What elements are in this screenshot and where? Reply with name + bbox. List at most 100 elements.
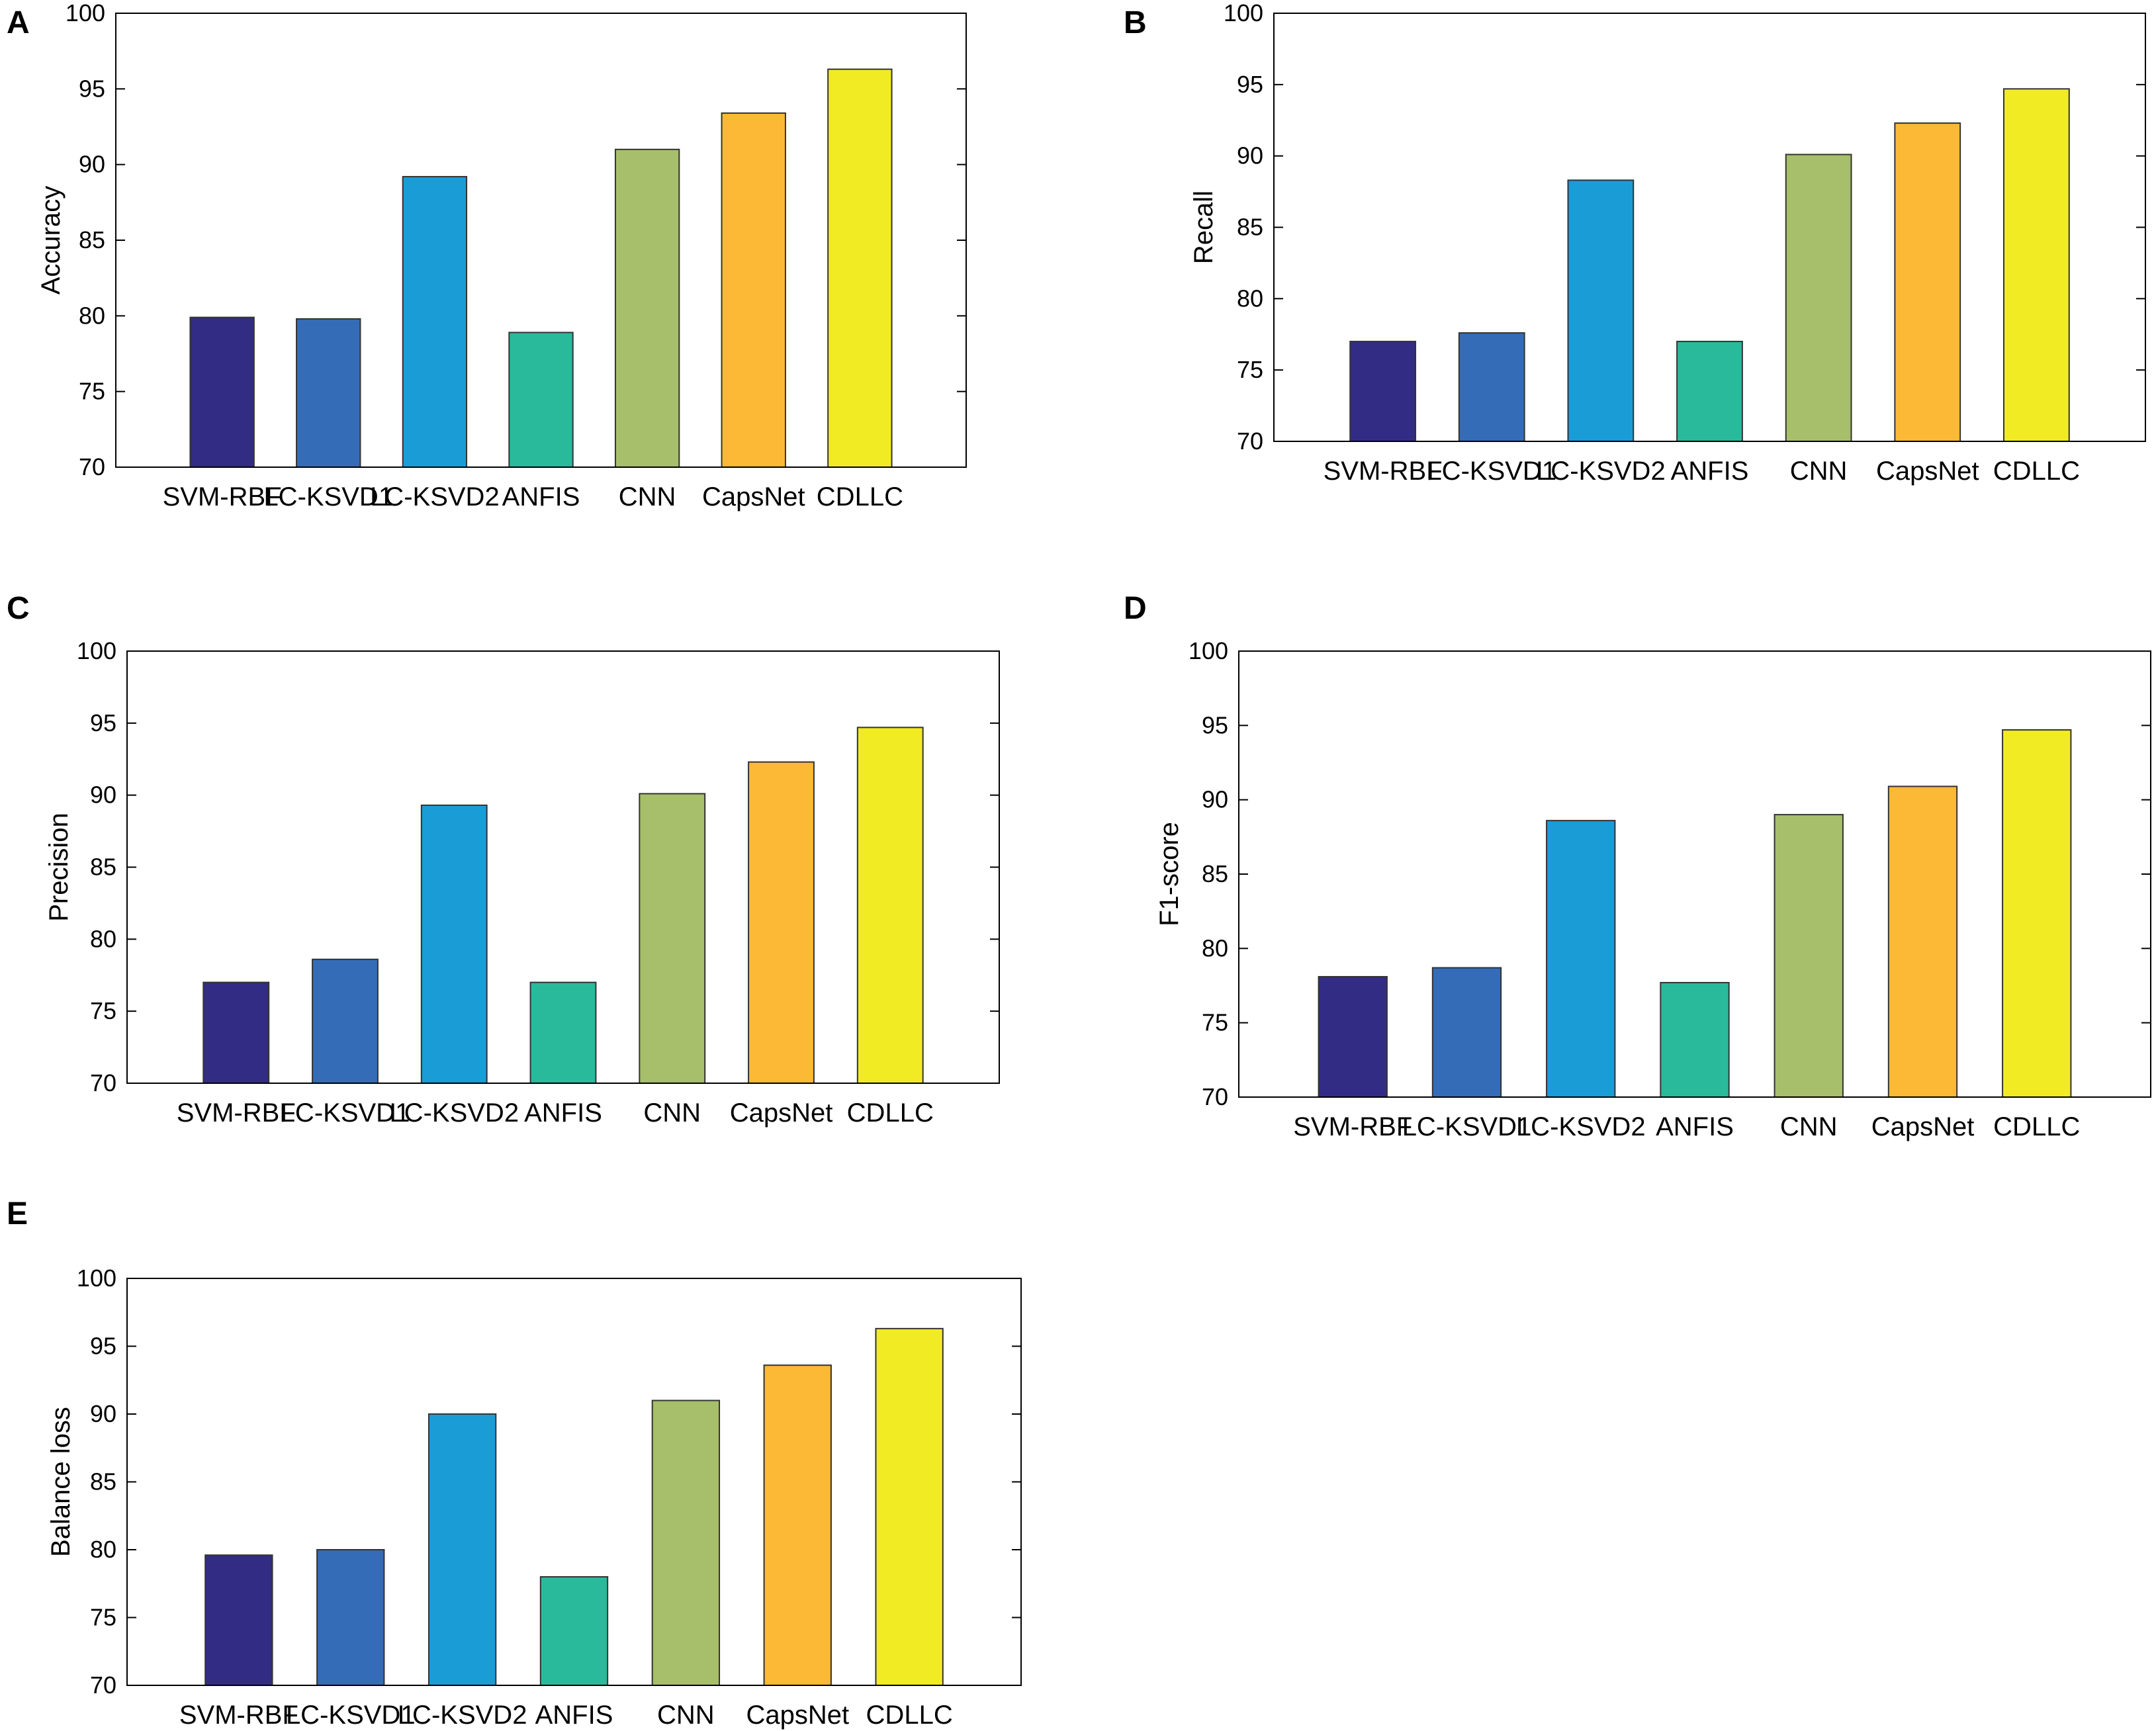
chart-a-bar-capsnet bbox=[721, 112, 786, 468]
chart-d-y-axis-label: F1-score bbox=[1155, 822, 1184, 926]
chart-e-bar-anfis bbox=[539, 1576, 609, 1686]
chart-b-y-tick-label: 95 bbox=[1237, 71, 1263, 98]
chart-a-x-tick-label: LC-KSVD1 bbox=[263, 482, 393, 511]
chart-b-x-tick-label: CapsNet bbox=[1876, 457, 1979, 486]
chart-d-bar-cnn bbox=[1774, 814, 1844, 1098]
chart-b-panel-letter: B bbox=[1124, 5, 1147, 40]
chart-e-x-tick-label: CNN bbox=[657, 1701, 715, 1730]
chart-e-x-tick-label: SVM-RBF bbox=[179, 1701, 298, 1730]
chart-d-bar-lc-ksvd2 bbox=[1546, 820, 1616, 1098]
chart-e-y-tick-label: 70 bbox=[90, 1671, 116, 1699]
chart-d-x-tick-label: SVM-RBF bbox=[1293, 1112, 1412, 1141]
chart-a-bar-lc-ksvd1 bbox=[296, 318, 361, 468]
chart-b-bar-lc-ksvd2 bbox=[1567, 179, 1635, 442]
chart-e-y-axis-label: Balance loss bbox=[46, 1407, 75, 1557]
chart-c-x-tick-label: LC-KSVD2 bbox=[389, 1098, 519, 1128]
chart-d-bar-anfis bbox=[1660, 982, 1730, 1098]
chart-c-x-tick-label: LC-KSVD1 bbox=[281, 1098, 410, 1128]
chart-c-y-tick-label: 85 bbox=[90, 854, 116, 881]
chart-b-y-tick-label: 80 bbox=[1237, 285, 1263, 312]
chart-b-y-tick-label: 90 bbox=[1237, 142, 1263, 169]
chart-c-y-tick-label: 75 bbox=[90, 997, 116, 1024]
chart-b-y-tick-label: 85 bbox=[1237, 214, 1263, 241]
chart-c-y-tick-label: 90 bbox=[90, 781, 116, 809]
chart-e-y-tick-label: 75 bbox=[90, 1604, 116, 1631]
chart-a-bar-cnn bbox=[614, 148, 680, 468]
chart-c-y-axis-label: Precision bbox=[44, 813, 73, 922]
chart-c-panel-letter: C bbox=[7, 591, 30, 626]
chart-d-x-tick-label: ANFIS bbox=[1656, 1112, 1734, 1141]
chart-c-bar-svm-rbf bbox=[202, 981, 270, 1084]
chart-d-y-tick-label: 100 bbox=[1189, 637, 1228, 664]
chart-e-x-tick-label: LC-KSVD1 bbox=[286, 1701, 416, 1730]
chart-a-y-tick-label: 70 bbox=[79, 453, 105, 480]
chart-a-panel-letter: A bbox=[7, 5, 30, 40]
chart-c-bar-cdllc bbox=[856, 727, 924, 1084]
chart-b-bar-lc-ksvd1 bbox=[1458, 332, 1525, 442]
chart-c-bar-lc-ksvd1 bbox=[312, 958, 379, 1084]
chart-a-x-tick-label: SVM-RBF bbox=[163, 482, 282, 511]
chart-e-bar-lc-ksvd2 bbox=[427, 1413, 497, 1686]
chart-e-y-tick-label: 95 bbox=[90, 1333, 116, 1360]
chart-e-x-tick-label: ANFIS bbox=[535, 1701, 613, 1730]
chart-d-bar-cdllc bbox=[2002, 729, 2072, 1098]
chart-c-bar-anfis bbox=[529, 981, 597, 1084]
chart-d-y-tick-label: 80 bbox=[1202, 934, 1228, 961]
chart-a-y-tick-label: 100 bbox=[66, 0, 105, 26]
chart-a-x-tick-label: CNN bbox=[619, 482, 676, 511]
chart-b-x-tick-label: SVM-RBF bbox=[1324, 457, 1443, 486]
chart-d-bar-lc-ksvd1 bbox=[1431, 967, 1502, 1098]
chart-c-y-tick-label: 95 bbox=[90, 709, 116, 736]
chart-b-x-tick-label: LC-KSVD1 bbox=[1427, 457, 1556, 486]
chart-a-y-tick-label: 90 bbox=[79, 151, 105, 178]
chart-e-y-tick-label: 90 bbox=[90, 1400, 116, 1427]
chart-a-x-tick-label: CapsNet bbox=[702, 482, 805, 511]
chart-b-x-tick-label: CNN bbox=[1790, 457, 1848, 486]
chart-b-y-tick-label: 70 bbox=[1237, 427, 1263, 455]
chart-a-x-tick-label: CDLLC bbox=[817, 482, 903, 511]
chart-c-x-tick-label: CDLLC bbox=[847, 1098, 934, 1128]
chart-e-x-tick-label: LC-KSVD2 bbox=[398, 1701, 527, 1730]
chart-b-y-axis-label: Recall bbox=[1189, 191, 1218, 264]
chart-c-y-tick-label: 80 bbox=[90, 925, 116, 952]
chart-a-bar-svm-rbf bbox=[189, 316, 255, 468]
chart-d-y-tick-label: 85 bbox=[1202, 860, 1228, 887]
chart-c-x-tick-label: ANFIS bbox=[524, 1098, 602, 1128]
chart-e-bar-capsnet bbox=[763, 1364, 832, 1686]
chart-c-x-tick-label: SVM-RBF bbox=[177, 1098, 296, 1128]
chart-a-y-tick-label: 95 bbox=[79, 75, 105, 102]
chart-e-y-tick-label: 80 bbox=[90, 1536, 116, 1563]
chart-e-y-tick-label: 100 bbox=[77, 1265, 116, 1292]
chart-b-bar-anfis bbox=[1676, 341, 1743, 442]
chart-c-x-tick-label: CNN bbox=[643, 1098, 701, 1128]
chart-e-y-tick-label: 85 bbox=[90, 1468, 116, 1495]
chart-d-x-tick-label: LC-KSVD2 bbox=[1516, 1112, 1646, 1141]
chart-d-x-tick-label: CNN bbox=[1780, 1112, 1838, 1141]
chart-d-bar-svm-rbf bbox=[1318, 976, 1388, 1098]
chart-d-bar-capsnet bbox=[1887, 785, 1958, 1098]
chart-a-y-axis-label: Accuracy bbox=[36, 186, 66, 295]
chart-e-bar-cnn bbox=[651, 1399, 721, 1686]
chart-b-x-tick-label: ANFIS bbox=[1671, 457, 1749, 486]
chart-e-x-tick-label: CDLLC bbox=[866, 1701, 953, 1730]
chart-e-bar-cdllc bbox=[875, 1327, 944, 1686]
chart-d-y-tick-label: 95 bbox=[1202, 711, 1228, 738]
chart-d-y-tick-label: 75 bbox=[1202, 1009, 1228, 1036]
chart-d-x-tick-label: CapsNet bbox=[1871, 1112, 1975, 1141]
chart-b-x-tick-label: LC-KSVD2 bbox=[1536, 457, 1666, 486]
chart-c-x-tick-label: CapsNet bbox=[730, 1098, 833, 1128]
chart-c-y-tick-label: 100 bbox=[77, 637, 116, 664]
chart-a-bar-cdllc bbox=[827, 68, 893, 468]
chart-c-bar-cnn bbox=[639, 793, 706, 1084]
chart-a-x-tick-label: ANFIS bbox=[502, 482, 580, 511]
chart-d-panel-letter: D bbox=[1124, 591, 1147, 626]
chart-b-bar-svm-rbf bbox=[1349, 341, 1417, 442]
chart-a-bar-lc-ksvd2 bbox=[402, 175, 468, 468]
chart-d-y-tick-label: 70 bbox=[1202, 1083, 1228, 1110]
chart-a-y-tick-label: 75 bbox=[79, 378, 105, 405]
chart-b-bar-cdllc bbox=[2002, 88, 2070, 442]
